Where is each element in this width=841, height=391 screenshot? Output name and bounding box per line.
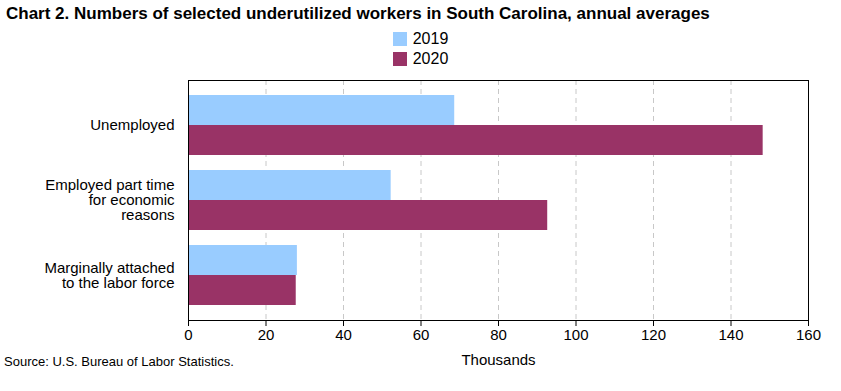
- html-text:Source: U.S. Bureau of Labor S: Source: U.S. Bureau of Labor Statistics.: [4, 354, 234, 369]
- svg-text:100: 100: [563, 326, 588, 343]
- html-text:2020: 2020: [412, 50, 449, 67]
- svg-text:20: 20: [258, 326, 275, 343]
- svg-text:40: 40: [335, 326, 352, 343]
- html-text:Chart 2. Numbers of selected u: Chart 2. Numbers of selected underutiliz…: [6, 4, 710, 23]
- svg-text:140: 140: [718, 326, 743, 343]
- svg-text:0: 0: [184, 326, 192, 343]
- svg-text:120: 120: [641, 326, 666, 343]
- svg-text:Employed part timefor economic: Employed part timefor economicreasons: [45, 176, 175, 223]
- svg-text:80: 80: [490, 326, 507, 343]
- html-text:2019: 2019: [412, 30, 449, 47]
- svg-text:Thousands: Thousands: [461, 351, 535, 368]
- svg-text:160: 160: [796, 326, 821, 343]
- svg-text:Marginally attachedto the labo: Marginally attachedto the labor force: [44, 259, 174, 291]
- svg-text:Unemployed: Unemployed: [90, 116, 174, 133]
- svg-text:60: 60: [413, 326, 430, 343]
